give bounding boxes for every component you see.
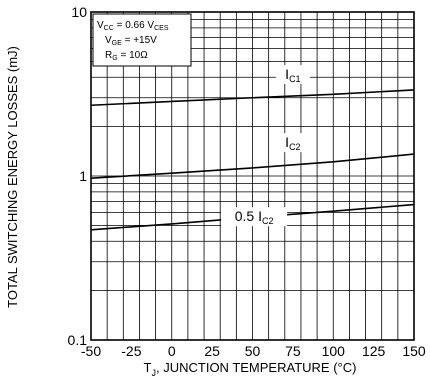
y-axis-title: TOTAL SWITCHING ENERGY LOSSES (mJ): [5, 46, 20, 308]
x-tick-label: 75: [285, 343, 301, 359]
y-tick-label: 0.1: [68, 332, 88, 348]
series-label-backdrop: [275, 65, 310, 85]
condition-line-1: VCC = 0.66 VCES: [97, 20, 169, 32]
plot-frame: [90, 11, 415, 341]
x-tick-label: -25: [121, 343, 141, 359]
series-label-2: IC2: [285, 134, 300, 152]
series-labels: IC1 IC2 0.5 IC2: [221, 65, 310, 227]
x-tick-label: 50: [245, 343, 261, 359]
tick-labels: -50 -25 0 25 50 75 100 125 150 0.1 1 10: [68, 4, 426, 359]
x-tick-label: 125: [362, 343, 386, 359]
conditions-box: VCC = 0.66 VCES VGE = +15V RG = 10Ω: [92, 13, 192, 67]
series-line-1: [90, 89, 415, 107]
x-tick-label: 25: [204, 343, 220, 359]
x-tick-label: -50: [81, 343, 101, 359]
conditions-box-frame: [92, 13, 192, 67]
x-axis-title: TJ, JUNCTION TEMPERATURE (°C): [144, 360, 357, 378]
series-line-2: [90, 153, 415, 179]
x-tick-label: 0: [168, 343, 176, 359]
x-tick-label: 150: [402, 343, 426, 359]
condition-line-3: RG = 10Ω: [105, 50, 148, 62]
y-tick-label: 10: [71, 4, 87, 20]
series-label-backdrop: [221, 207, 288, 227]
x-tick-label: 100: [322, 343, 346, 359]
series-label-3: 0.5 IC2: [235, 208, 274, 226]
y-tick-label: 1: [79, 168, 87, 184]
series-label-backdrop: [275, 133, 310, 153]
condition-line-2: VGE = +15V: [105, 35, 157, 47]
series-label-1: IC1: [285, 66, 300, 84]
